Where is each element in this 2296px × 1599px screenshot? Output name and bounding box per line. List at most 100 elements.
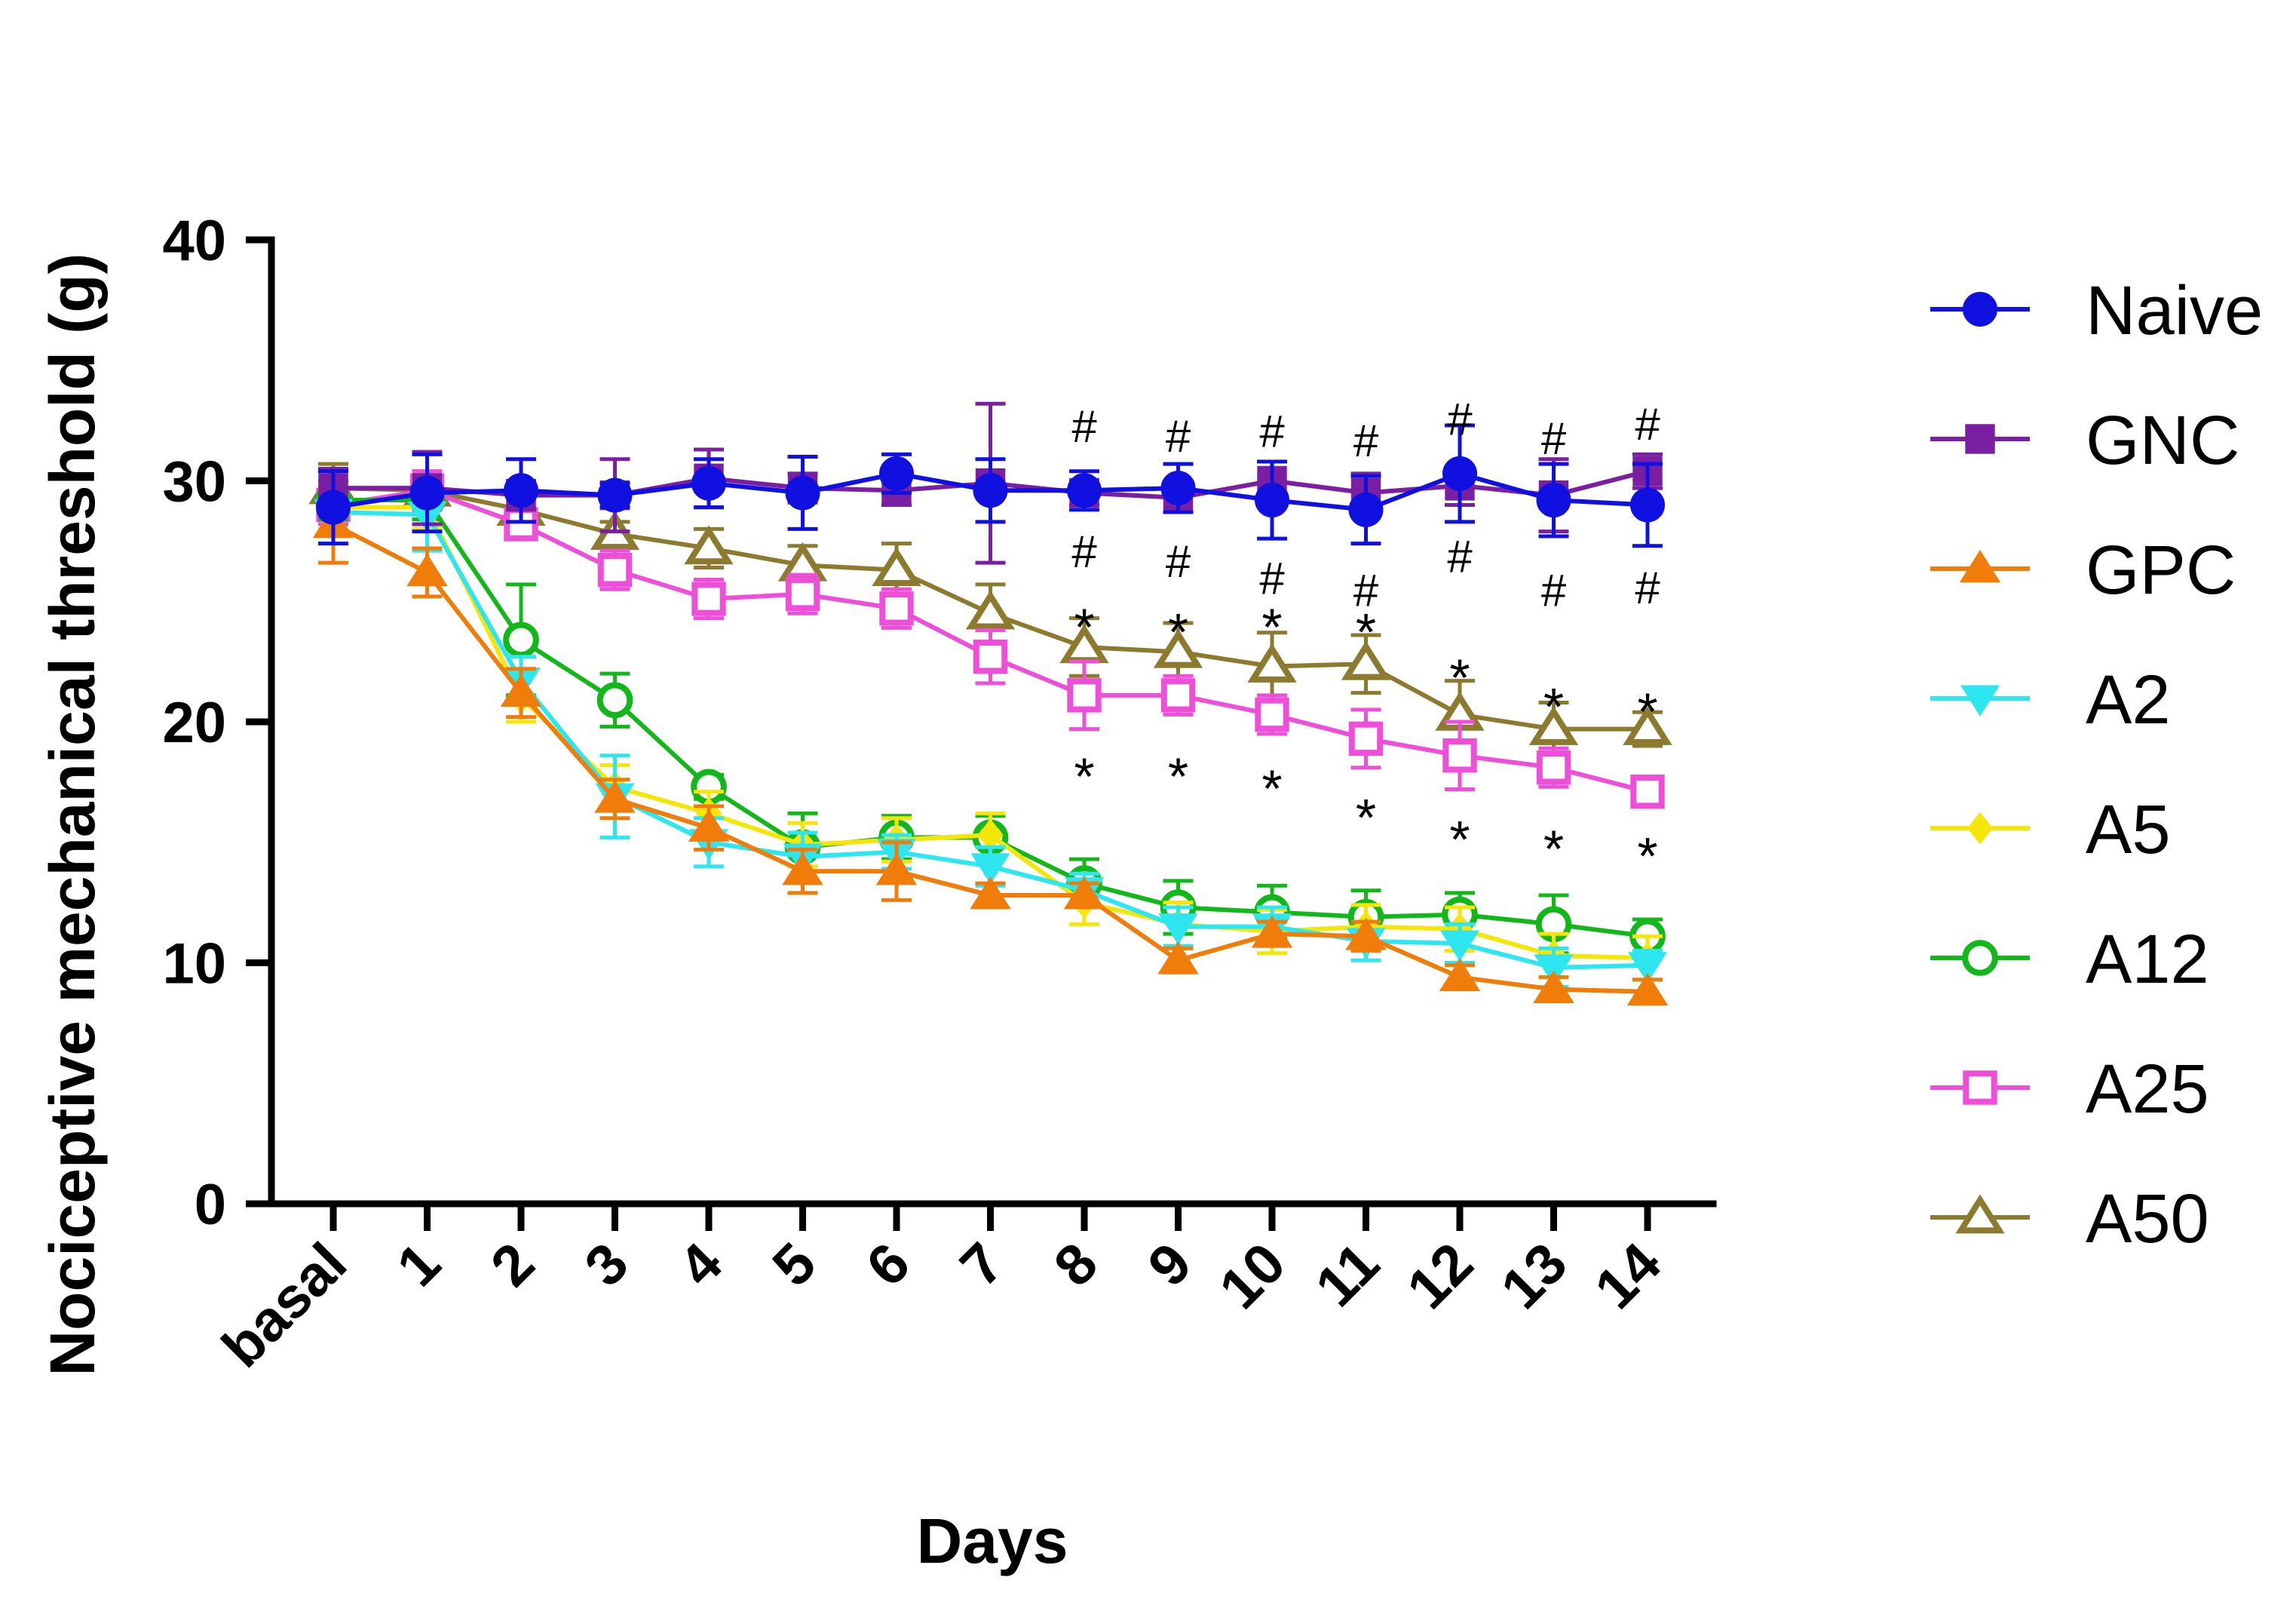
data-point [597,553,633,588]
significance-hash: # [1166,411,1191,462]
x-tick-label: 12 [1395,1231,1485,1321]
series-layer [308,401,1672,1006]
x-tick-label: 3 [573,1231,641,1299]
data-point [1442,738,1477,773]
legend-label: GNC [2086,402,2239,479]
x-tick-label: 14 [1583,1231,1673,1321]
legend-item-a25: A25 [1930,1051,2209,1128]
x-ticks: basal 1 2 3 4 5 6 7 8 9 10 11 12 13 14 [210,1204,1673,1380]
significance-hash: # [1353,565,1379,615]
data-point [1442,456,1477,491]
significance-star: * [1637,682,1657,741]
x-axis-title: Days [917,1505,1068,1576]
x-tick-label: 7 [949,1231,1016,1299]
data-point [879,456,914,491]
significance-hash: # [1447,532,1473,582]
significance-star: * [1261,760,1282,818]
significance-star: * [1356,788,1376,847]
y-axis-title: Nociceptive mechanical threshold (g) [37,253,108,1376]
y-tick-label: 30 [162,450,226,514]
significance-star: * [1356,603,1376,661]
significance-hash: # [1166,536,1191,587]
significance-star: * [1637,827,1657,885]
data-point [1630,487,1665,523]
data-point [691,582,726,616]
significance-hash: # [1353,416,1379,466]
data-point [594,780,636,813]
significance-star: * [1543,820,1564,879]
significance-star: * [1168,603,1188,661]
data-point [879,591,914,626]
series-gpc [312,483,1669,1006]
data-point [1067,473,1102,508]
x-tick-label: 6 [854,1231,922,1299]
series-naive [316,423,1665,548]
x-tick-label: 4 [667,1231,734,1299]
data-point [1626,972,1669,1006]
legend-label: GPC [2086,532,2236,609]
data-point [1536,483,1571,518]
legend-marker [1965,424,1995,454]
significance-star: * [1543,677,1564,736]
significance-hash: # [1541,565,1567,615]
y-tick-label: 10 [162,932,226,996]
data-point [409,475,445,511]
data-point [691,465,726,501]
legend-label: Naive [2086,272,2263,349]
data-point [965,590,1016,630]
data-point [1251,915,1293,948]
legend-marker [1960,685,2000,717]
significance-annotations: ##**##**##**##**##**##**##** [1071,394,1660,885]
y-tick-label: 20 [162,691,226,755]
data-point [1063,876,1105,910]
data-point [597,477,633,513]
legend-item-a2: A2 [1930,661,2171,738]
data-point [1255,697,1289,732]
data-point [1255,483,1289,518]
data-point [503,621,539,658]
legend-marker [1962,940,1998,976]
data-point [1348,492,1384,527]
legend-label: A25 [2086,1051,2209,1128]
y-tick-label: 40 [162,209,226,273]
data-point [1623,705,1672,745]
significance-hash: # [1635,399,1660,450]
significance-hash: # [1259,553,1285,603]
significance-star: * [1168,747,1188,806]
data-point [1160,678,1196,713]
data-point [1627,952,1668,984]
data-point [970,876,1011,910]
significance-star: * [1074,747,1094,806]
data-point [504,473,538,508]
x-tick-label: 9 [1136,1231,1204,1299]
legend-label: A12 [2086,921,2209,998]
legend-marker [1959,550,2001,583]
x-tick-label: 11 [1304,1231,1392,1319]
data-point [1345,917,1387,950]
significance-hash: # [1259,406,1285,456]
x-tick-label: 2 [479,1231,547,1299]
legend-marker [1955,1194,2005,1234]
significance-hash: # [1071,526,1097,577]
data-point [1247,643,1297,683]
legend: Naive GNC GPC A2 A5 A12 A25 A50 [1930,272,2263,1257]
data-point [1348,721,1384,757]
data-point [872,547,921,587]
legend-label: A5 [2086,791,2171,868]
legend-item-gnc: GNC [1930,402,2239,479]
data-point [1157,941,1199,974]
data-point [684,525,734,565]
data-point [1630,774,1665,809]
data-point [785,475,820,511]
data-point [1153,628,1203,668]
x-tick-label: basal [210,1231,359,1380]
significance-star: * [1074,598,1094,657]
legend-item-gpc: GPC [1930,532,2236,609]
legend-marker [1963,292,1997,327]
data-point [406,553,448,587]
x-tick-label: 13 [1489,1231,1580,1321]
x-tick-label: 10 [1207,1231,1298,1321]
legend-item-naive: Naive [1930,272,2263,349]
x-tick-label: 1 [385,1231,453,1299]
